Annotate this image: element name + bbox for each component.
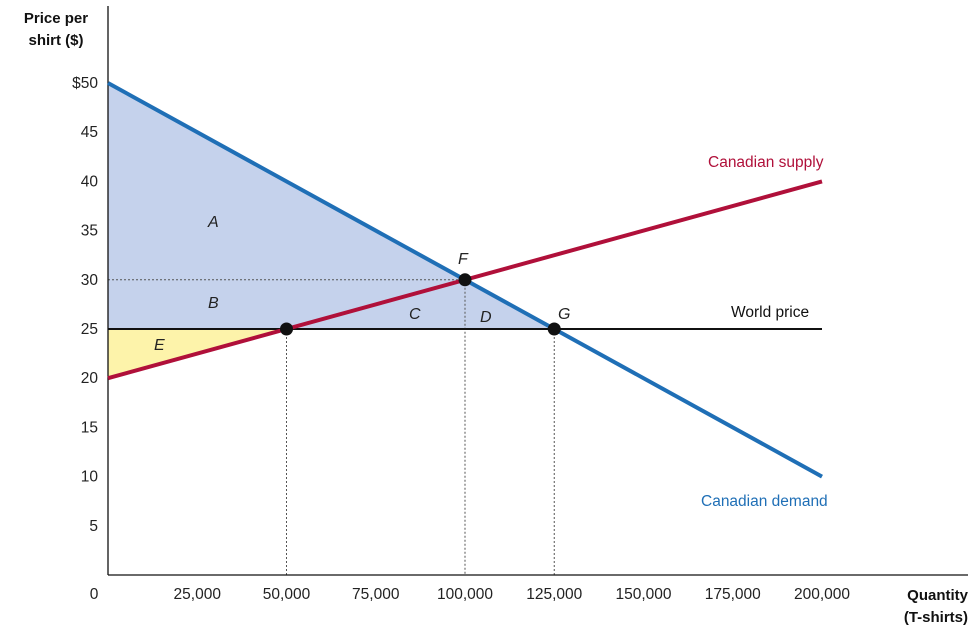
y-tick-label: $50	[72, 75, 98, 92]
x-tick-label: 100,000	[437, 586, 493, 603]
region-label-a: A	[207, 214, 219, 231]
demand-curve-label: Canadian demand	[701, 493, 828, 510]
x-tick-label: 75,000	[352, 586, 400, 603]
x-tick-label: 125,000	[526, 586, 582, 603]
y-tick-label: 25	[81, 321, 98, 338]
region-label-e: E	[154, 337, 165, 354]
shaded-regions	[107, 82, 555, 379]
y-tick-label: 10	[81, 469, 99, 486]
x-tick-label: 200,000	[794, 586, 850, 603]
x-axis-title-line-1: Quantity	[907, 587, 968, 604]
region-label-b: B	[208, 295, 219, 312]
region-label-d: D	[480, 309, 492, 326]
y-tick-label: 20	[81, 370, 99, 387]
axes: 5 10 15 20 25 30 35 40 45 $50 0 25,000 50,000 75,000 1…	[72, 6, 968, 603]
point-label-f: F	[458, 251, 469, 268]
x-tick-label: 175,000	[705, 586, 761, 603]
region-label-c: C	[409, 306, 421, 323]
x-tick-label: 150,000	[615, 586, 671, 603]
point-label-g: G	[558, 306, 570, 323]
y-tick-label: 5	[89, 518, 98, 535]
supply-curve-label: Canadian supply	[708, 154, 824, 171]
y-axis-title-line-2: shirt ($)	[28, 32, 83, 49]
x-axis-title-line-2: (T-shirts)	[904, 609, 968, 626]
y-tick-label: 15	[81, 419, 98, 436]
y-tick-label: 40	[81, 173, 99, 190]
point-f	[458, 273, 472, 287]
point-domestic-supply	[280, 322, 293, 336]
x-tick-label: 25,000	[174, 586, 222, 603]
x-tick-label: 50,000	[263, 586, 311, 603]
y-tick-label: 45	[81, 124, 98, 141]
x-tick-label: 0	[90, 586, 99, 603]
world-price-label: World price	[731, 304, 809, 321]
y-axis-title-line-1: Price per	[24, 10, 88, 27]
chart-labels: Price per shirt ($) Quantity (T-shirts) …	[24, 10, 969, 626]
y-tick-label: 30	[81, 272, 99, 289]
equilibrium-points	[280, 273, 561, 336]
point-g	[547, 322, 561, 336]
y-tick-label: 35	[81, 223, 98, 240]
